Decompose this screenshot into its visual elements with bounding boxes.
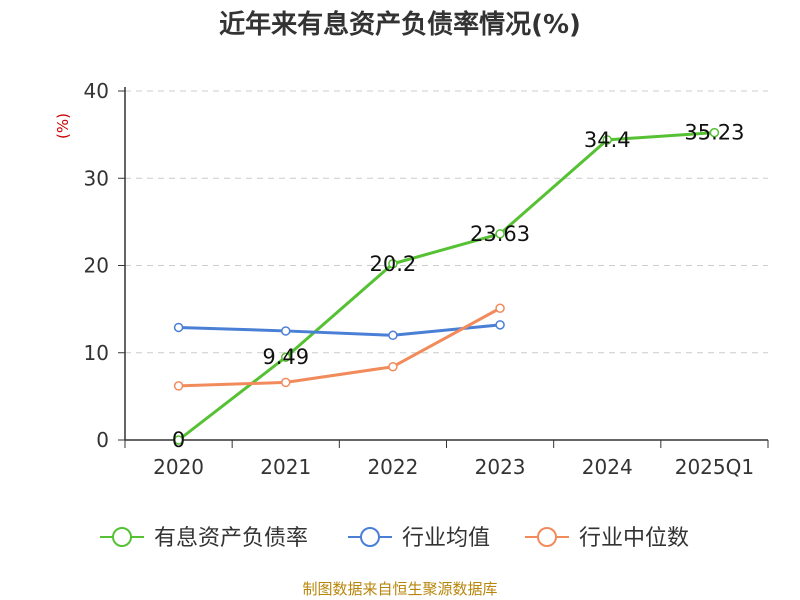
data-point-3 — [173, 381, 184, 391]
data-point-3 — [281, 377, 291, 388]
y-tick-label: 20 — [84, 254, 109, 278]
data-point-2 — [495, 320, 505, 330]
data-label: 23.63 — [470, 222, 530, 246]
data-label: 9.49 — [262, 345, 309, 369]
legend-item-1[interactable]: 有息资产负债率 — [100, 526, 308, 551]
x-tick-label: 2024 — [582, 455, 633, 479]
data-point-3 — [388, 361, 398, 372]
y-axis-unit: (%) — [54, 113, 72, 139]
data-point-2 — [173, 322, 184, 333]
data-point-1 — [602, 135, 612, 145]
x-tick-label: 2021 — [260, 455, 311, 479]
data-point-1 — [388, 259, 398, 269]
axis-layer: 0 10 20 30 40 2020 2021 2022 2023 2024 2025Q1 (%) — [54, 79, 769, 479]
y-tick-label: 0 — [96, 428, 109, 452]
y-tick-label: 10 — [84, 341, 109, 365]
data-label: 34.4 — [584, 128, 631, 152]
legend-swatch-marker — [537, 527, 557, 547]
legend-item-3[interactable]: 行业中位数 — [525, 526, 689, 551]
legend-item-2[interactable]: 行业均值 — [348, 526, 490, 551]
x-tick-label: 2025Q1 — [675, 455, 754, 479]
grid-layer — [125, 90, 768, 354]
y-tick-label: 40 — [84, 79, 109, 103]
data-point-2 — [281, 326, 291, 336]
series-layer — [173, 127, 720, 445]
data-source-note: 制图数据来自恒生聚源数据库 — [302, 580, 498, 598]
legend-swatch-marker — [360, 527, 380, 547]
data-point-3 — [495, 303, 505, 314]
data-point-1 — [173, 435, 184, 445]
data-point-1 — [495, 229, 505, 239]
data-label: 0 — [172, 428, 185, 452]
y-tick-label: 30 — [84, 166, 109, 190]
chart-title: 近年来有息资产负债率情况(%) — [219, 10, 581, 40]
data-point-1 — [281, 352, 291, 362]
legend-label: 行业中位数 — [579, 526, 689, 551]
legend-swatch-marker — [112, 527, 132, 547]
x-tick-label: 2020 — [153, 455, 204, 479]
data-label: 20.2 — [370, 252, 417, 276]
x-tick-label: 2022 — [367, 455, 418, 479]
x-tick-label: 2023 — [475, 455, 526, 479]
legend-label: 有息资产负债率 — [154, 526, 308, 551]
series-line-3 — [178, 306, 501, 388]
series-line-1 — [177, 131, 715, 442]
series-line-2 — [178, 323, 501, 337]
data-point-2 — [388, 330, 398, 341]
legend-label: 行业均值 — [402, 526, 490, 551]
data-label: 35.23 — [684, 121, 744, 145]
label-layer: 0 9.49 20.2 23.63 34.4 35.23 — [172, 121, 745, 452]
legend[interactable]: 有息资产负债率 行业均值 行业中位数 — [100, 526, 689, 551]
data-point-1 — [709, 127, 720, 138]
